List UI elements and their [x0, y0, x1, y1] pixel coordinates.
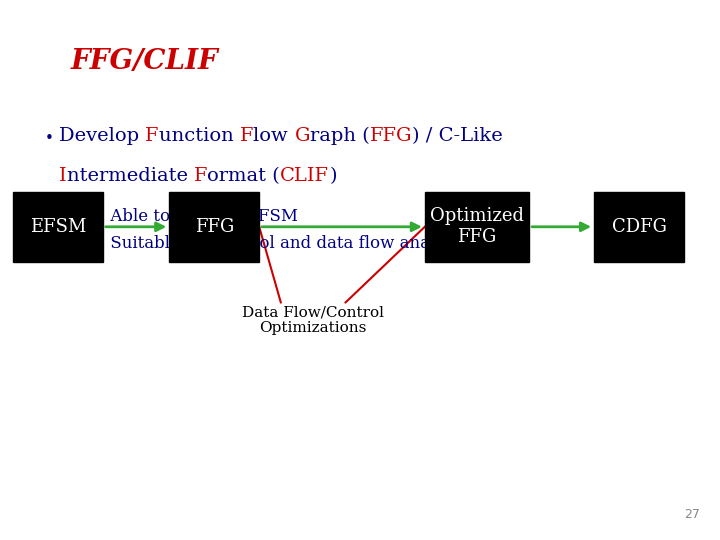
Text: F: F: [240, 127, 253, 145]
Text: 27: 27: [684, 508, 700, 521]
Text: ntermediate: ntermediate: [67, 167, 194, 185]
FancyBboxPatch shape: [13, 192, 103, 262]
FancyBboxPatch shape: [425, 192, 529, 262]
Text: ): ): [329, 167, 337, 185]
Text: FFG: FFG: [194, 218, 234, 236]
FancyBboxPatch shape: [594, 192, 684, 262]
Text: ) / C-Like: ) / C-Like: [413, 127, 503, 145]
Text: raph (: raph (: [310, 127, 370, 145]
Text: G: G: [294, 127, 310, 145]
Text: CLIF: CLIF: [280, 167, 329, 185]
Text: ormat (: ormat (: [207, 167, 280, 185]
FancyBboxPatch shape: [169, 192, 259, 262]
Text: Develop: Develop: [59, 127, 145, 145]
Text: Data Flow/Control
Optimizations: Data Flow/Control Optimizations: [242, 305, 384, 335]
Text: •  Able to capture EFSM: • Able to capture EFSM: [90, 208, 298, 225]
Text: low: low: [253, 127, 294, 145]
Text: Optimized
FFG: Optimized FFG: [430, 207, 524, 246]
Text: I: I: [59, 167, 67, 185]
Text: •: •: [45, 131, 53, 146]
Text: F: F: [145, 127, 159, 145]
Text: FFG/CLIF: FFG/CLIF: [71, 48, 218, 75]
Text: •  Suitable for control and data flow analysis: • Suitable for control and data flow ana…: [90, 235, 467, 252]
Text: unction: unction: [159, 127, 240, 145]
Text: CDFG: CDFG: [611, 218, 667, 236]
Text: EFSM: EFSM: [30, 218, 86, 236]
Text: FFG: FFG: [370, 127, 413, 145]
Text: F: F: [194, 167, 207, 185]
